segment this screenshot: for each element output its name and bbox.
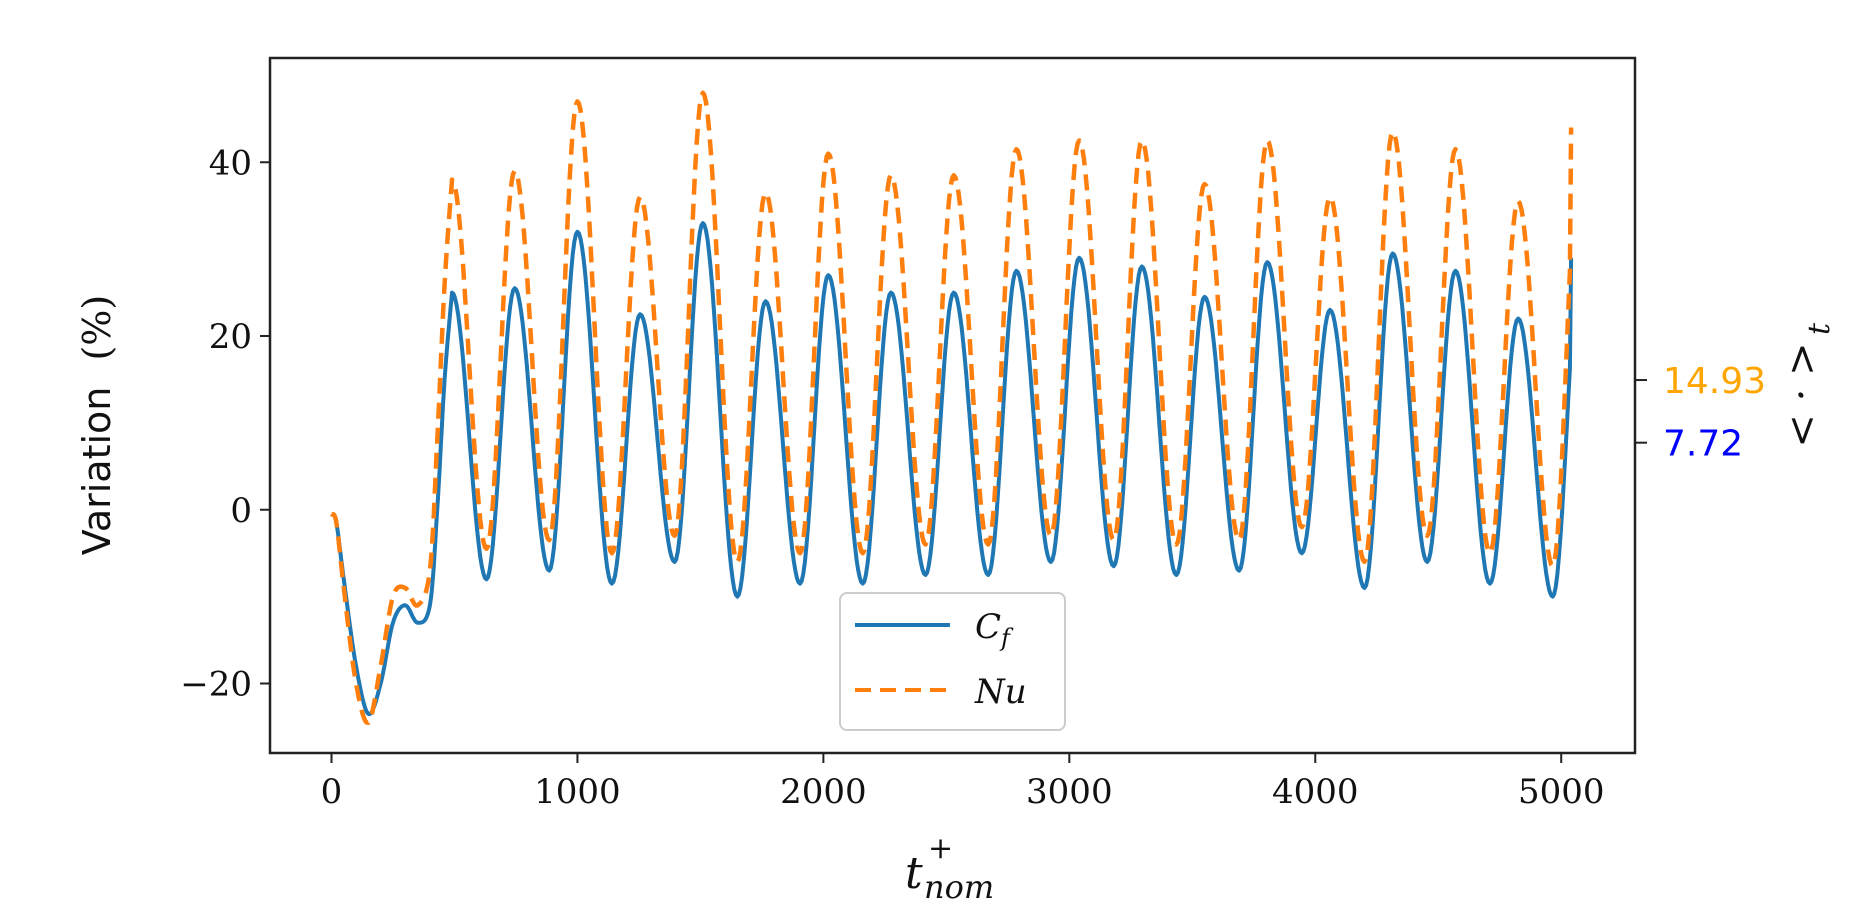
plot-area: 0 1000 2000 3000 4000 5000 −20 0 20 40 14.93 7.72 xyxy=(180,56,1766,812)
y-tick-label: −20 xyxy=(180,665,252,705)
right-tick-label: 14.93 xyxy=(1663,361,1766,402)
x-tick-label: 0 xyxy=(321,772,343,812)
svg-text:Variation (%): Variation (%) xyxy=(75,295,119,555)
plot-frame xyxy=(268,56,1637,755)
legend-box xyxy=(839,592,1066,731)
x-axis: 0 1000 2000 3000 4000 5000 xyxy=(321,753,1605,812)
y-axis-title-unit: (%) xyxy=(75,295,119,361)
right-axis-title-sub: t xyxy=(1802,322,1837,335)
x-tick-label: 3000 xyxy=(1026,772,1113,812)
x-axis-title-base: t xyxy=(905,848,923,899)
x-tick-label: 4000 xyxy=(1272,772,1359,812)
x-axis-title: t + nom xyxy=(905,831,994,906)
x-tick-label: 1000 xyxy=(534,772,621,812)
x-tick-label: 5000 xyxy=(1518,772,1605,812)
right-axis-title: < · > t xyxy=(1779,322,1837,448)
x-tick-label: 2000 xyxy=(780,772,867,812)
y-axis: −20 0 20 40 xyxy=(180,143,270,705)
y-tick-label: 20 xyxy=(209,317,252,357)
legend-label-cf-main: C xyxy=(975,607,1001,647)
y-axis-title: Variation (%) xyxy=(75,295,119,555)
x-axis-title-sub: nom xyxy=(924,868,994,906)
x-axis-title-sup: + xyxy=(928,831,953,866)
legend-label-nu: Nu xyxy=(974,672,1027,712)
right-tick-label: 7.72 xyxy=(1663,424,1743,465)
y-axis-title-text: Variation xyxy=(75,387,119,556)
y-tick-label: 40 xyxy=(209,143,252,183)
series-line-cf xyxy=(329,221,1574,717)
right-axis-title-text: < · > xyxy=(1779,342,1825,447)
y-tick-label: 0 xyxy=(230,491,252,531)
legend: Cf Nu xyxy=(839,592,1066,731)
right-axis: 14.93 7.72 xyxy=(1635,361,1766,465)
series-layer xyxy=(329,90,1574,726)
series-line-nu xyxy=(329,90,1574,726)
